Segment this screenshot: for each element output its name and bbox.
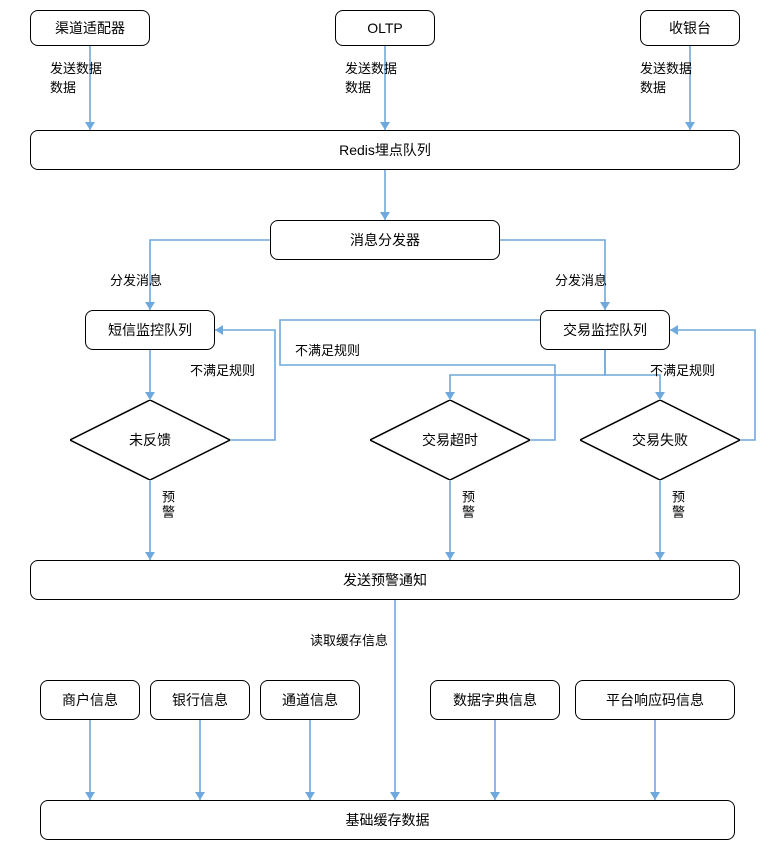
node-label: 收银台: [669, 18, 711, 38]
node-label: 通道信息: [282, 690, 338, 710]
node-n_alert: 发送预警通知: [30, 560, 740, 600]
edge-label-l_send2: 发送数据 数据: [345, 58, 397, 96]
edge-label-l_warn1: 预警: [158, 490, 177, 520]
arrowhead: [85, 792, 95, 800]
edge: [150, 240, 270, 310]
node-label: 交易失败: [632, 430, 688, 450]
node-d_nofb: 未反馈: [70, 400, 230, 480]
node-label: 商户信息: [62, 690, 118, 710]
edge-label-l_send1: 发送数据 数据: [50, 58, 102, 96]
arrowhead: [305, 792, 315, 800]
node-n_cashier: 收银台: [640, 10, 740, 46]
edge-label-l_readc: 读取缓存信息: [310, 630, 388, 649]
node-n_platcode: 平台响应码信息: [575, 680, 735, 720]
node-d_fail: 交易失败: [580, 400, 740, 480]
edge-label-l_warn3: 预警: [668, 490, 687, 520]
arrowhead: [655, 392, 665, 400]
node-n_smsq: 短信监控队列: [85, 310, 215, 350]
arrowhead: [195, 792, 205, 800]
node-n_redis: Redis埋点队列: [30, 130, 740, 170]
node-label: 渠道适配器: [55, 18, 125, 38]
node-n_channel: 渠道适配器: [30, 10, 150, 46]
node-d_timeout: 交易超时: [370, 400, 530, 480]
arrowhead: [145, 392, 155, 400]
edge-label-l_disp1: 分发消息: [110, 270, 162, 289]
arrowhead: [655, 552, 665, 560]
node-n_cache: 基础缓存数据: [40, 800, 735, 840]
arrowhead: [215, 325, 223, 335]
node-n_chnlinfo: 通道信息: [260, 680, 360, 720]
edge-label-l_warn2: 预警: [458, 490, 477, 520]
node-label: 银行信息: [172, 690, 228, 710]
flowchart-canvas: 渠道适配器 OLTP 收银台 Redis埋点队列消息分发器短信监控队列 交易监控队列未反…: [0, 0, 770, 867]
node-label: 基础缓存数据: [346, 810, 430, 830]
arrowhead: [670, 325, 678, 335]
arrowhead: [145, 302, 155, 310]
arrowhead: [600, 302, 610, 310]
arrowhead: [445, 552, 455, 560]
arrowhead: [650, 792, 660, 800]
node-n_dict: 数据字典信息: [430, 680, 560, 720]
edge-label-l_disp2: 分发消息: [555, 270, 607, 289]
edge-label-l_nrule2: 不满足规则: [295, 340, 360, 359]
node-label: 发送预警通知: [343, 570, 427, 590]
arrowhead: [380, 122, 390, 130]
edge-label-l_nrule1: 不满足规则: [190, 360, 255, 379]
arrowhead: [390, 792, 400, 800]
arrowhead: [445, 392, 455, 400]
node-n_oltp: OLTP: [335, 10, 435, 46]
node-label: 交易监控队列: [563, 320, 647, 340]
edge-label-l_nrule3: 不满足规则: [650, 360, 715, 379]
node-n_merchant: 商户信息: [40, 680, 140, 720]
node-n_dispatch: 消息分发器: [270, 220, 500, 260]
arrowhead: [380, 212, 390, 220]
node-n_txq: 交易监控队列: [540, 310, 670, 350]
edge: [450, 350, 605, 400]
node-n_bank: 银行信息: [150, 680, 250, 720]
node-label: 交易超时: [422, 430, 478, 450]
node-label: 短信监控队列: [108, 320, 192, 340]
node-label: 平台响应码信息: [606, 690, 704, 710]
edge-label-l_send3: 发送数据 数据: [640, 58, 692, 96]
node-label: 未反馈: [129, 430, 171, 450]
arrowhead: [145, 552, 155, 560]
node-label: 数据字典信息: [453, 690, 537, 710]
node-label: OLTP: [367, 20, 403, 36]
arrowhead: [85, 122, 95, 130]
node-label: Redis埋点队列: [339, 140, 431, 160]
node-label: 消息分发器: [350, 230, 420, 250]
arrowhead: [490, 792, 500, 800]
arrowhead: [685, 122, 695, 130]
